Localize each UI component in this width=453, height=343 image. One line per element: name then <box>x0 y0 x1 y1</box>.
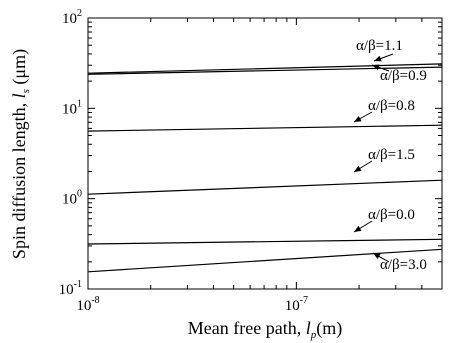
series-line <box>87 66 443 75</box>
series-line <box>87 179 443 195</box>
x-tick-label: 10-7 <box>285 295 308 314</box>
series-label: α/β=0.8 <box>368 98 415 114</box>
series-annotations: α/β=1.1 α/β=0.9 α/β=0.8 α/β=1.5 α/β=0.0 α/β=3… <box>353 38 427 273</box>
series-label: α/β=1.1 <box>356 38 403 54</box>
series-label: α/β=3.0 <box>380 257 427 273</box>
annotation-arrowhead <box>354 225 362 232</box>
annotation-arrowhead <box>354 165 362 172</box>
x-tick-label: 10-8 <box>76 295 99 314</box>
y-tick-label: 102 <box>62 8 82 27</box>
y-tick-label: 100 <box>62 189 82 208</box>
series-lines <box>87 63 443 273</box>
plot-frame <box>87 17 443 290</box>
annotation-arrowhead <box>372 64 380 71</box>
annotation-arrowhead <box>373 253 381 260</box>
x-axis-title: Mean free path, lp(m) <box>188 318 342 341</box>
series-line <box>87 238 443 245</box>
y-axis-title: Spin diffusion length, ls (μm) <box>9 49 32 259</box>
series-line <box>87 63 443 74</box>
annotation-arrowhead <box>354 115 362 122</box>
series-label: α/β=1.5 <box>368 147 415 163</box>
series-label: α/β=0.0 <box>368 207 415 223</box>
series-line <box>87 248 443 273</box>
y-tick-label: 10-1 <box>59 279 82 298</box>
y-tick-label: 101 <box>62 98 82 117</box>
tick-labels: 10-1 100 101 102 10-8 10-7 <box>59 8 308 314</box>
series-line <box>87 124 443 132</box>
annotation-arrowhead <box>374 55 382 62</box>
series-label: α/β=0.9 <box>380 68 427 84</box>
